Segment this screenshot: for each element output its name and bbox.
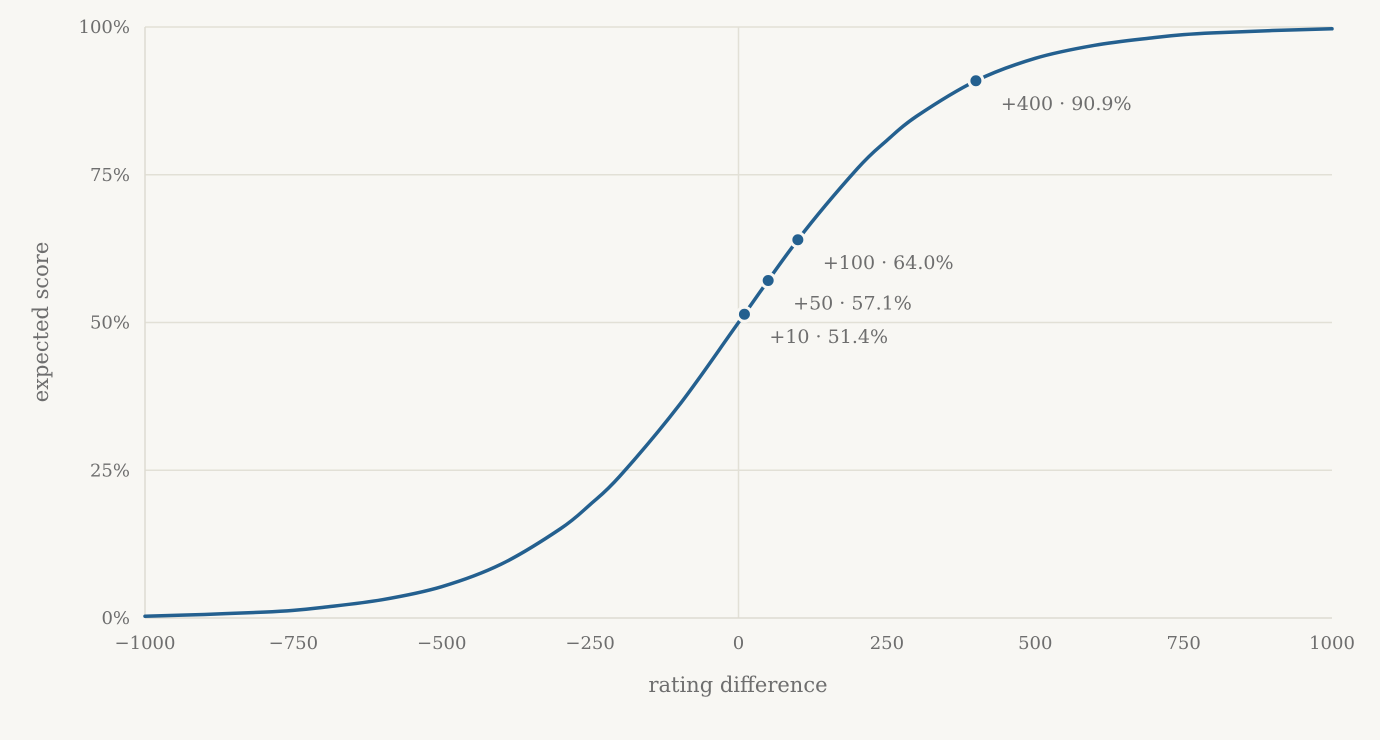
- expected-score-line: [143, 27, 1334, 618]
- highlight-points: [735, 72, 985, 323]
- highlight-point: [759, 272, 777, 290]
- x-tick-label: 0: [733, 633, 744, 654]
- point-label: +50 · 57.1%: [793, 293, 912, 315]
- y-tick-label: 50%: [90, 313, 130, 334]
- y-tick-labels: 0% 25% 50% 75% 100%: [79, 17, 130, 629]
- x-tick-label: 250: [870, 633, 904, 654]
- highlight-point: [967, 72, 985, 90]
- highlight-point: [735, 305, 753, 323]
- axes: [144, 27, 1332, 619]
- x-tick-label: −1000: [115, 633, 176, 654]
- highlight-point: [789, 231, 807, 249]
- x-tick-label: 500: [1018, 633, 1052, 654]
- x-axis-label: rating difference: [648, 673, 827, 697]
- x-tick-label: 750: [1166, 633, 1200, 654]
- point-annotations: +10 · 51.4% +50 · 57.1% +100 · 64.0% +400 ·…: [769, 93, 1131, 348]
- point-label: +100 · 64.0%: [823, 252, 954, 274]
- y-tick-label: 75%: [90, 165, 130, 186]
- point-label: +10 · 51.4%: [769, 326, 888, 348]
- x-tick-label: −250: [565, 633, 614, 654]
- x-tick-label: −500: [417, 633, 466, 654]
- x-tick-labels: −1000 −750 −500 −250 0 250 500 750 1000: [115, 633, 1355, 654]
- x-tick-label: 1000: [1309, 633, 1355, 654]
- y-tick-label: 0%: [101, 608, 130, 629]
- point-label: +400 · 90.9%: [1001, 93, 1132, 115]
- y-axis-label: expected score: [29, 242, 53, 403]
- y-tick-label: 25%: [90, 460, 130, 481]
- x-tick-label: −750: [269, 633, 318, 654]
- series: [143, 27, 1334, 618]
- y-tick-label: 100%: [79, 17, 130, 38]
